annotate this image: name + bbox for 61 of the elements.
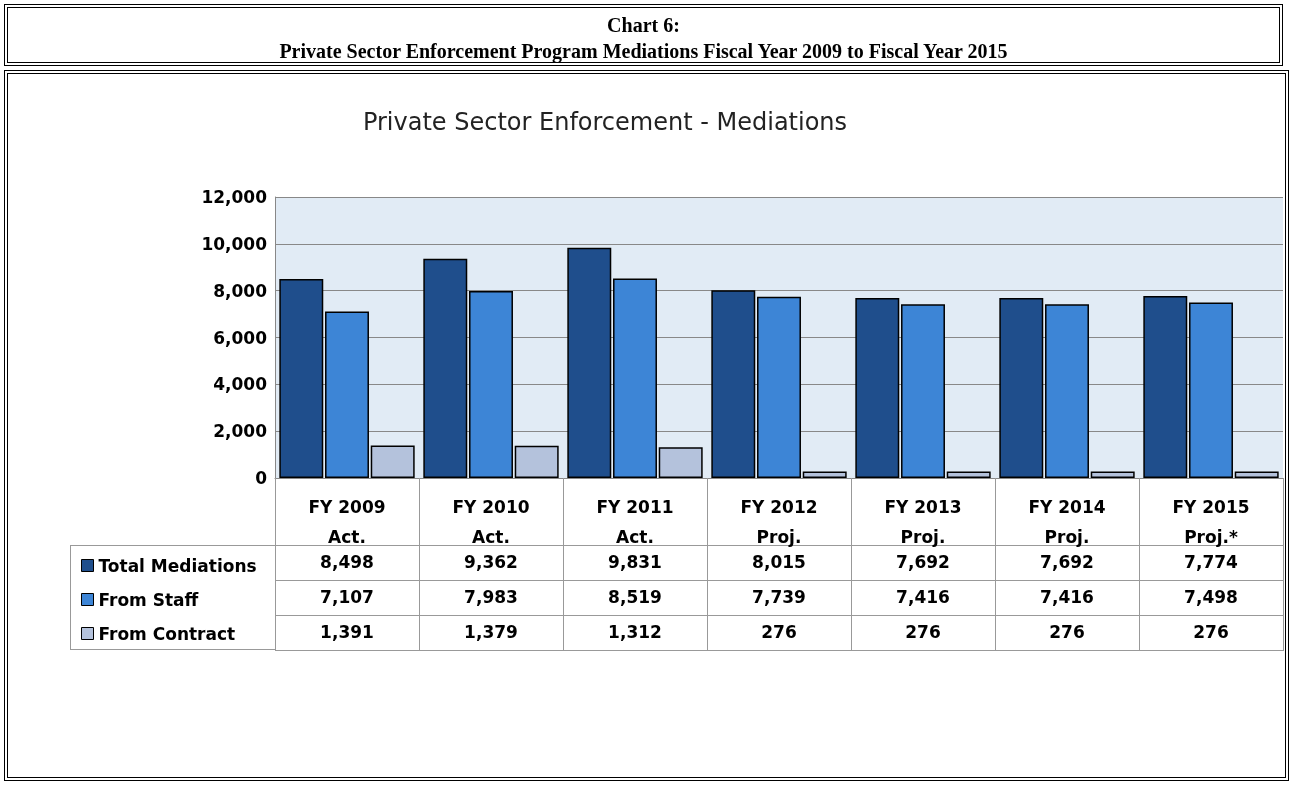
data-label: 7,774	[1184, 551, 1239, 572]
bar	[802, 471, 847, 478]
legend-label: Total Mediations	[98, 555, 257, 576]
data-label: 7,692	[1040, 551, 1094, 572]
x-tick-label: FY 2014 Proj.	[1028, 497, 1106, 547]
data-label: 9,362	[464, 551, 518, 572]
x-tick-label: FY 2012 Proj.	[740, 497, 818, 547]
x-tick-label: FY 2015 Proj.*	[1172, 497, 1250, 547]
y-tick-label: 10,000	[201, 233, 268, 254]
bar	[514, 445, 559, 478]
chart-subtitle: Private Sector Enforcement - Mediations	[362, 108, 848, 136]
bar	[999, 297, 1044, 478]
data-label: 7,692	[896, 551, 950, 572]
x-tick-label: FY 2013 Proj.	[884, 497, 962, 547]
bar	[370, 445, 415, 478]
data-label: 276	[905, 621, 941, 642]
legend-label: From Contract	[98, 623, 236, 644]
data-label: 276	[761, 621, 797, 642]
y-tick-label: 6,000	[213, 327, 268, 348]
data-label: 8,519	[608, 586, 662, 607]
data-label: 276	[1049, 621, 1085, 642]
data-label: 1,391	[320, 621, 374, 642]
bar	[1234, 471, 1279, 478]
bar	[757, 296, 801, 478]
x-tick-label: FY 2011 Act.	[596, 497, 674, 547]
x-tick-label: FY 2009 Act.	[308, 497, 386, 547]
data-label: 9,831	[608, 551, 662, 572]
y-tick-label: 2,000	[213, 421, 268, 442]
bar	[613, 278, 657, 478]
bar	[279, 279, 324, 478]
y-tick-label: 12,000	[201, 187, 268, 207]
x-tick-label: FY 2010 Act.	[452, 497, 530, 547]
chart-title: Chart 6: Private Sector Enforcement Program Mediations Fiscal Year 2009 to Fiscal Year 2015	[4, 4, 1283, 66]
data-label: 7,983	[464, 586, 518, 607]
bar	[711, 290, 756, 478]
data-label: 1,379	[464, 621, 518, 642]
bar	[423, 258, 468, 478]
bar	[469, 291, 513, 478]
data-label: 7,498	[1184, 586, 1238, 607]
data-label: 7,107	[320, 586, 374, 607]
data-label: 8,015	[752, 551, 806, 572]
bar	[901, 304, 945, 478]
bar	[946, 471, 991, 478]
bar	[1143, 295, 1188, 478]
bar	[855, 297, 900, 478]
bar	[658, 447, 703, 478]
data-label: 8,498	[320, 551, 374, 572]
bar	[1090, 471, 1135, 478]
bar	[567, 247, 612, 478]
bar	[1189, 302, 1233, 478]
y-tick-label: 0	[255, 468, 268, 488]
data-label: 1,312	[608, 621, 662, 642]
data-label: 276	[1193, 621, 1229, 642]
y-tick-label: 4,000	[213, 374, 268, 395]
data-label: 7,739	[752, 586, 806, 607]
y-tick-label: 8,000	[213, 280, 268, 301]
bar	[325, 311, 369, 478]
legend-label: From Staff	[98, 589, 199, 610]
bar	[1045, 304, 1089, 478]
data-label: 7,416	[896, 586, 950, 607]
data-label: 7,416	[1040, 586, 1094, 607]
